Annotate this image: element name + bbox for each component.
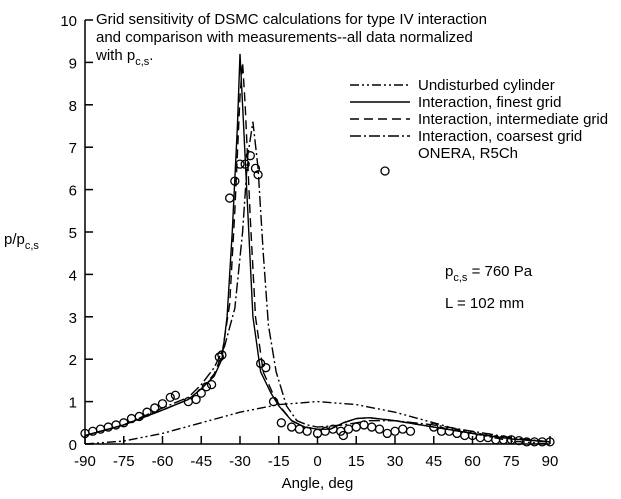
annotation-tail: = 760 Pa: [467, 263, 532, 280]
x-tick-label: -45: [190, 453, 212, 470]
data-point: [217, 350, 227, 360]
data-point: [225, 193, 235, 203]
x-tick-label: -15: [268, 453, 290, 470]
chart-title-sub: c,s: [135, 56, 150, 68]
y-tick-label: 7: [69, 140, 77, 157]
x-tick-label: 90: [542, 453, 559, 470]
x-tick-label: 45: [425, 453, 442, 470]
data-point: [268, 396, 279, 407]
chart-title: with pc,s.: [95, 47, 153, 68]
data-point: [235, 159, 245, 169]
x-tick-label: 0: [313, 453, 321, 470]
data-point: [444, 426, 454, 436]
data-point: [367, 422, 377, 432]
x-tick-label: -75: [113, 453, 135, 470]
legend-label: Undisturbed cylinder: [418, 77, 555, 94]
data-point: [196, 388, 206, 398]
annotation-text: p: [445, 263, 453, 280]
y-tick-label: 8: [69, 98, 77, 115]
x-tick-label: -30: [229, 453, 251, 470]
data-point: [119, 418, 129, 428]
chart-title-tail: .: [149, 47, 153, 64]
chart-title-text: and comparison with measurements--all da…: [96, 29, 473, 46]
legend-label: Interaction, intermediate grid: [418, 111, 608, 128]
data-point: [157, 399, 168, 409]
y-tick-label: 10: [60, 13, 77, 30]
series-line: [84, 400, 551, 445]
data-point: [256, 358, 266, 369]
data-point: [150, 403, 160, 413]
data-point: [191, 394, 201, 405]
legend-marker: [380, 166, 390, 176]
data-point: [343, 424, 354, 434]
chart-title-text: with p: [95, 47, 135, 64]
data-point: [374, 424, 385, 434]
series-line: [84, 62, 551, 443]
legend-label: Interaction, finest grid: [418, 94, 561, 111]
y-axis-label: p/pc,s: [4, 231, 39, 252]
data-point: [276, 418, 286, 428]
chart-title: Grid sensitivity of DSMC calculations fo…: [96, 11, 487, 28]
data-point: [253, 170, 263, 180]
data-point: [201, 382, 212, 392]
data-point: [230, 176, 240, 186]
chart-title: and comparison with measurements--all da…: [96, 29, 473, 46]
y-tick-label: 9: [69, 55, 77, 72]
data-point: [545, 437, 555, 447]
annotation-sub: c,s: [453, 272, 468, 284]
data-point: [359, 420, 369, 430]
data-point: [287, 422, 297, 432]
y-tick-label: 1: [69, 395, 77, 412]
chart-title-text: Grid sensitivity of DSMC calculations fo…: [96, 11, 487, 28]
data-point: [206, 379, 217, 390]
data-point: [302, 426, 312, 436]
x-tick-label: 75: [503, 453, 520, 470]
y-tick-label: 3: [69, 310, 77, 327]
annotation: L = 102 mm: [445, 295, 524, 312]
y-tick-label: 2: [69, 352, 77, 369]
data-point: [240, 159, 250, 169]
x-tick-label: 60: [464, 453, 481, 470]
x-tick-label: -60: [152, 453, 174, 470]
data-point: [250, 163, 261, 174]
data-point: [382, 428, 392, 439]
y-tick-label: 5: [69, 225, 77, 242]
legend-label: ONERA, R5Ch: [418, 145, 518, 162]
legend-label: Interaction, coarsest grid: [418, 128, 582, 145]
x-tick-label: 30: [387, 453, 404, 470]
data-point: [405, 426, 416, 436]
y-tick-label: 6: [69, 183, 77, 200]
data-point: [398, 424, 408, 434]
x-tick-label: 15: [348, 453, 365, 470]
data-point: [294, 424, 305, 434]
data-point: [245, 151, 255, 161]
y-tick-label: 0: [69, 437, 77, 454]
data-point: [351, 422, 361, 432]
y-axis-label-text: p/p: [4, 231, 25, 248]
data-point: [390, 426, 400, 436]
series-line: [84, 121, 551, 443]
data-point: [170, 390, 181, 400]
data-point: [261, 363, 271, 373]
annotation-text: L = 102 mm: [445, 295, 524, 312]
y-tick-label: 4: [69, 267, 77, 284]
data-point: [165, 392, 175, 403]
data-point: [142, 407, 152, 417]
x-axis-label: Angle, deg: [282, 475, 354, 492]
data-point: [214, 352, 224, 362]
data-point: [429, 422, 439, 432]
data-point: [134, 411, 144, 422]
data-point: [338, 430, 348, 441]
x-tick-label: -90: [74, 453, 96, 470]
annotation: pc,s = 760 Pa: [445, 263, 533, 284]
y-axis-label-sub: c,s: [25, 240, 40, 252]
